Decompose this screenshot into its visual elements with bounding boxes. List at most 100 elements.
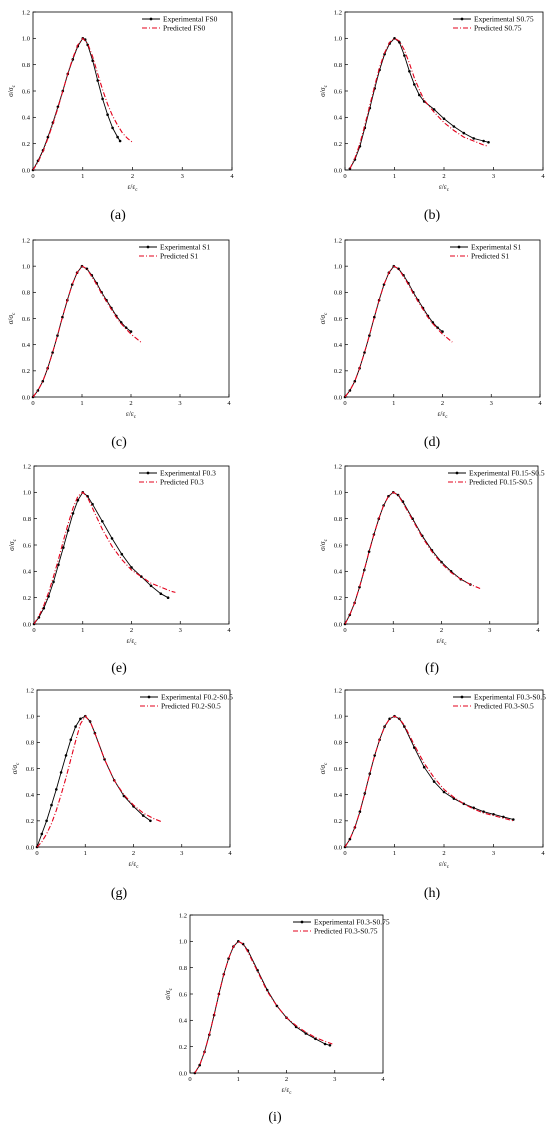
series-line-predicted	[36, 715, 163, 848]
panel-caption: (a)	[110, 208, 126, 223]
data-point-experimental	[408, 70, 411, 73]
legend-label: Predicted F0.3-S0.75	[314, 927, 378, 936]
data-point-experimental	[111, 126, 114, 130]
series-line-predicted	[33, 491, 176, 625]
series-line-predicted	[344, 265, 453, 398]
chart-panel-h: 0 1 2 3 4 0.0 0.2 0.4 0.6 0.8 1.0 1.2 ε/εc σ/σc Experi…	[319, 687, 546, 901]
x-tick-label: 3	[179, 627, 182, 634]
y-tick-label: 0.6	[26, 766, 35, 773]
series-line-experimental	[36, 715, 151, 848]
y-tick-label: 0.2	[334, 595, 342, 602]
data-point-experimental	[482, 139, 485, 143]
x-axis-title: ε/εc	[437, 410, 448, 420]
x-tick-label: 3	[181, 173, 184, 180]
x-tick-label: 2	[132, 850, 135, 857]
y-tick-label: 0.2	[179, 1044, 187, 1051]
data-point-experimental	[403, 54, 406, 57]
data-point-experimental	[442, 117, 446, 120]
chart-panel-a: 0 1 2 3 4 0.0 0.2 0.4 0.6 0.8 1.0 1.2 ε/εc σ/σc Experi…	[7, 9, 234, 223]
chart-panel-b: 0 1 2 3 4 0.0 0.2 0.4 0.6 0.8 1.0 1.2 ε/εc σ/σc Experi…	[319, 9, 545, 223]
panel-caption: (h)	[424, 886, 441, 901]
data-point-experimental	[101, 97, 104, 101]
legend-label: Predicted F0.15-S0.5	[469, 478, 533, 487]
legend-marker	[146, 245, 150, 249]
data-point-experimental	[57, 563, 60, 567]
y-axis-title: σ/σc	[319, 84, 329, 97]
y-axis-title: σ/σc	[164, 987, 174, 1000]
data-point-experimental	[149, 819, 152, 823]
x-tick-label: 2	[131, 173, 134, 180]
x-tick-label: 3	[333, 1076, 336, 1083]
y-tick-label: 0.8	[22, 62, 30, 69]
data-point-experimental	[59, 771, 63, 774]
legend-label: Experimental F0.3-S0.75	[314, 918, 390, 927]
y-tick-label: 1.0	[334, 36, 342, 43]
x-axis-title: ε/εc	[127, 183, 138, 193]
plot-frame	[344, 689, 544, 848]
series-line-experimental	[349, 37, 489, 169]
y-tick-label: 1.0	[23, 490, 31, 497]
y-tick-label: 0.8	[23, 516, 31, 523]
chart-panel-c: 0 1 2 3 4 0.0 0.2 0.4 0.6 0.8 1.0 1.2 ε/εc σ/σc Experi…	[7, 237, 231, 450]
legend-marker	[460, 17, 464, 21]
series-line-experimental	[32, 37, 121, 171]
x-tick-label: 2	[440, 627, 443, 634]
legend-label: Experimental F0.3	[160, 469, 216, 478]
x-tick-label: 4	[227, 627, 231, 634]
y-tick-label: 0.4	[22, 115, 31, 122]
y-tick-label: 0.6	[22, 316, 31, 323]
y-tick-label: 0.2	[22, 141, 30, 148]
data-point-experimental	[55, 788, 58, 791]
data-point-experimental	[52, 580, 55, 584]
x-tick-label: 1	[392, 400, 395, 407]
data-point-experimental	[66, 529, 70, 532]
legend-marker	[147, 695, 151, 699]
x-tick-label: 4	[230, 173, 234, 180]
plot-frame	[33, 465, 230, 625]
legend-marker	[300, 920, 304, 924]
y-tick-label: 1.0	[334, 713, 342, 720]
data-point-experimental	[106, 113, 109, 116]
x-axis-title: ε/εc	[439, 183, 450, 193]
y-tick-label: 0.0	[23, 621, 31, 628]
data-point-experimental	[116, 135, 119, 139]
data-point-experimental	[64, 754, 68, 757]
y-tick-label: 0.8	[22, 290, 30, 297]
x-axis-title: ε/εc	[126, 637, 137, 647]
chart-panel-e: 0 1 2 3 4 0.0 0.2 0.4 0.6 0.8 1.0 1.2 ε/εc σ/σc Experi…	[8, 463, 231, 676]
y-tick-label: 0.0	[334, 844, 342, 851]
y-tick-label: 0.6	[334, 88, 343, 95]
y-axis-title: σ/σc	[319, 312, 329, 325]
legend-label: Predicted F0.2-S0.5	[161, 702, 221, 711]
y-tick-label: 0.4	[334, 569, 343, 576]
legend-marker	[146, 471, 150, 475]
y-tick-label: 0.0	[22, 167, 30, 174]
data-point-experimental	[265, 988, 269, 992]
data-point-experimental	[69, 738, 73, 741]
x-tick-label: 2	[442, 850, 445, 857]
data-point-experimental	[118, 139, 122, 143]
series-line-experimental	[194, 940, 331, 1074]
x-tick-label: 4	[536, 627, 540, 634]
y-tick-label: 0.4	[334, 342, 343, 349]
y-tick-label: 1.2	[334, 237, 342, 244]
y-tick-label: 0.2	[334, 818, 342, 825]
data-point-experimental	[328, 1044, 332, 1047]
data-point-experimental	[442, 790, 446, 794]
x-tick-label: 3	[492, 850, 495, 857]
series-line-predicted	[32, 265, 142, 398]
data-point-experimental	[140, 575, 143, 578]
legend-marker	[149, 17, 153, 21]
data-point-experimental	[462, 131, 466, 135]
data-point-experimental	[487, 141, 490, 144]
data-point-experimental	[462, 802, 466, 806]
chart-panel-f: 0 1 2 3 4 0.0 0.2 0.4 0.6 0.8 1.0 1.2 ε/εc σ/σc Experi…	[319, 463, 545, 676]
data-point-experimental	[159, 592, 163, 595]
data-point-experimental	[141, 814, 145, 817]
panel-caption: (e)	[111, 661, 127, 676]
x-tick-label: 2	[129, 400, 132, 407]
data-point-experimental	[275, 1004, 279, 1008]
x-tick-label: 1	[392, 627, 395, 634]
y-tick-label: 0.6	[23, 542, 32, 549]
data-point-experimental	[91, 59, 94, 62]
